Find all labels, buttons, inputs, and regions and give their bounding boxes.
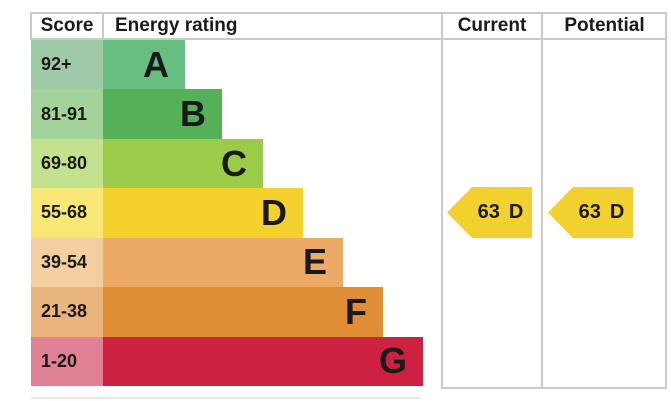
current-rating-band: D bbox=[508, 201, 524, 223]
current-rating-value: 63 bbox=[477, 201, 500, 223]
energy-rating-header: Energy rating bbox=[115, 15, 238, 36]
current-rating-arrow: 63 D bbox=[447, 187, 532, 238]
score-column-divider bbox=[102, 12, 104, 40]
score-range-d: 55-68 bbox=[31, 188, 103, 238]
table-left-border bbox=[30, 12, 32, 40]
score-range-b: 81-91 bbox=[31, 89, 103, 139]
score-header: Score bbox=[40, 15, 94, 36]
score-range-e: 39-54 bbox=[31, 237, 103, 288]
band-row-g: 1-20 G bbox=[31, 336, 431, 386]
band-bar-e: E bbox=[103, 237, 343, 288]
score-range-c: 69-80 bbox=[31, 138, 103, 189]
header-bottom-border bbox=[30, 38, 667, 40]
band-row-e: 39-54 E bbox=[31, 237, 431, 288]
band-bar-c: C bbox=[103, 138, 263, 189]
chart-bottom-rule bbox=[31, 397, 421, 399]
potential-rating-arrow: 63 D bbox=[548, 187, 633, 238]
columns-bottom-border bbox=[441, 387, 667, 389]
band-row-c: 69-80 C bbox=[31, 138, 431, 189]
score-range-f: 21-38 bbox=[31, 287, 103, 337]
band-bar-a: A bbox=[103, 40, 185, 90]
band-bar-d: D bbox=[103, 188, 303, 238]
band-bar-f: F bbox=[103, 287, 383, 337]
band-row-b: 81-91 B bbox=[31, 89, 431, 139]
table-top-border bbox=[30, 12, 667, 14]
table-right-border bbox=[665, 12, 667, 389]
current-header: Current bbox=[457, 15, 527, 36]
band-bar-b: B bbox=[103, 89, 222, 139]
potential-rating-value: 63 bbox=[578, 201, 601, 223]
current-column-left-border bbox=[441, 12, 443, 389]
band-bar-g: G bbox=[103, 336, 423, 386]
rating-rows: 92+ A 81-91 B 69-80 C 55-68 D 39-54 E 21… bbox=[31, 40, 431, 386]
band-row-a: 92+ A bbox=[31, 40, 431, 90]
band-row-f: 21-38 F bbox=[31, 287, 431, 337]
potential-column-left-border bbox=[541, 12, 543, 389]
table-header: Score Energy rating Current Potential bbox=[31, 14, 667, 38]
potential-rating-band: D bbox=[609, 201, 625, 223]
score-range-g: 1-20 bbox=[31, 336, 103, 386]
score-range-a: 92+ bbox=[31, 40, 103, 90]
potential-header: Potential bbox=[564, 15, 645, 36]
band-row-d: 55-68 D bbox=[31, 188, 431, 238]
